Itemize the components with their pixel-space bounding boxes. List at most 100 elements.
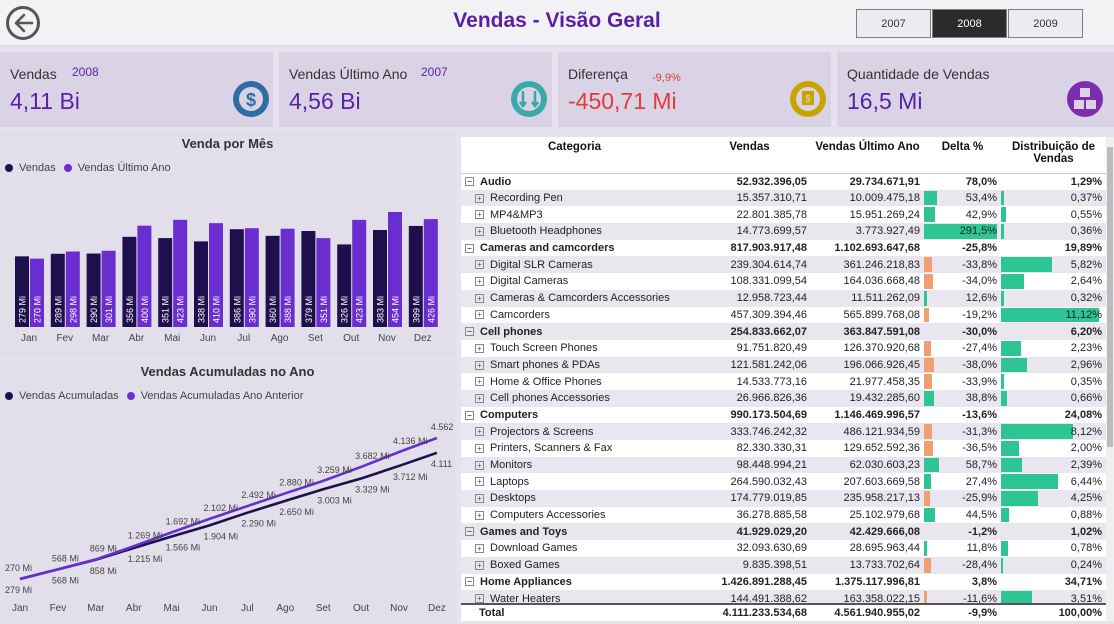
subcategory-row[interactable]: + Laptops 264.590.032,43 207.603.669,58 27,4… bbox=[461, 473, 1106, 490]
expand-icon[interactable]: + bbox=[475, 544, 484, 554]
cell-vendas-ultimo-ano: 126.370.920,68 bbox=[843, 342, 920, 355]
collapse-icon[interactable]: − bbox=[465, 527, 474, 537]
cell-vendas: 91.751.820,49 bbox=[736, 342, 807, 355]
expand-icon[interactable]: + bbox=[475, 210, 484, 220]
bar-data-label: 279 Mi bbox=[18, 296, 28, 323]
subcategory-row[interactable]: + Cameras & Camcorders Accessories 12.958.… bbox=[461, 289, 1106, 307]
distribution-value: 11,12% bbox=[1065, 308, 1103, 321]
column-header-vendas[interactable]: Vendas bbox=[688, 137, 811, 174]
expand-icon[interactable]: + bbox=[475, 193, 484, 203]
year-button-2007[interactable]: 2007 bbox=[856, 9, 931, 38]
bar-data-label: 390 Mi bbox=[247, 296, 257, 323]
cell-vendas: 12.958.723,44 bbox=[688, 289, 811, 307]
expand-icon[interactable]: + bbox=[475, 393, 484, 403]
subcategory-row[interactable]: + Boxed Games 9.835.398,51 13.733.702,64 -28… bbox=[461, 556, 1106, 574]
scrollbar-thumb[interactable] bbox=[1107, 147, 1113, 447]
subcategory-row[interactable]: + Desktops 174.779.019,85 235.958.217,13 -25… bbox=[461, 490, 1106, 507]
subcategory-row[interactable]: + Camcorders 457.309.394,46 565.899.768,08 -… bbox=[461, 307, 1106, 324]
category-row[interactable]: − Audio 52.932.396,05 29.734.671,91 78,0% 1,2… bbox=[461, 173, 1106, 190]
subcategory-row[interactable]: + Monitors 98.448.994,21 62.030.603,23 58,7%… bbox=[461, 456, 1106, 474]
cell-distribuicao: 1,02% bbox=[1001, 523, 1106, 541]
category-row[interactable]: − Cell phones 254.833.662,07 363.847.591,08… bbox=[461, 323, 1106, 340]
subcategory-row[interactable]: + Digital SLR Cameras 239.304.614,74 361.24… bbox=[461, 256, 1106, 274]
expand-icon[interactable]: + bbox=[475, 460, 484, 470]
card-year: 2008 bbox=[72, 65, 99, 79]
expand-icon[interactable]: + bbox=[475, 293, 484, 303]
category-label: Cameras & Camcorders Accessories bbox=[490, 292, 670, 305]
x-tick-label: Fev bbox=[50, 603, 67, 614]
category-row[interactable]: − Games and Toys 41.929.029,20 42.429.666,0… bbox=[461, 523, 1106, 541]
column-header-delta[interactable]: Delta % bbox=[924, 137, 1001, 174]
x-tick-label: Fev bbox=[56, 333, 73, 344]
cell-categoria: − Audio bbox=[461, 173, 688, 190]
delta-value: 58,7% bbox=[965, 459, 997, 472]
collapse-icon[interactable]: − bbox=[465, 327, 474, 337]
subcategory-row[interactable]: + Bluetooth Headphones 14.773.699,57 3.773.… bbox=[461, 223, 1106, 240]
svg-text:$: $ bbox=[805, 94, 811, 105]
expand-icon[interactable]: + bbox=[475, 510, 484, 520]
subcategory-row[interactable]: + Water Heaters 144.491.388,62 163.358.022,… bbox=[461, 590, 1106, 607]
expand-icon[interactable]: + bbox=[475, 377, 484, 387]
delta-bar bbox=[924, 224, 997, 239]
year-button-2009[interactable]: 2009 bbox=[1008, 9, 1083, 38]
delta-value: 53,4% bbox=[965, 192, 997, 205]
category-row[interactable]: − Computers 990.173.504,69 1.146.469.996,57… bbox=[461, 407, 1106, 424]
expand-icon[interactable]: + bbox=[475, 343, 484, 353]
bar-vendas bbox=[373, 229, 387, 327]
subcategory-row[interactable]: + Home & Office Phones 14.533.773,16 21.977… bbox=[461, 373, 1106, 390]
expand-icon[interactable]: + bbox=[475, 494, 484, 503]
point-data-label: 2.290 Mi bbox=[241, 519, 276, 529]
category-row[interactable]: − Home Appliances 1.426.891.288,45 1.375.11… bbox=[461, 574, 1106, 591]
category-row[interactable]: − Cameras and camcorders 817.903.917,48 1.1… bbox=[461, 240, 1106, 257]
year-button-2008[interactable]: 2008 bbox=[932, 9, 1007, 38]
expand-icon[interactable]: + bbox=[475, 427, 484, 437]
collapse-icon[interactable]: − bbox=[465, 410, 474, 420]
collapse-icon[interactable]: − bbox=[465, 243, 474, 253]
bar-data-label: 351 Mi bbox=[161, 296, 171, 323]
expand-icon[interactable]: + bbox=[475, 477, 484, 487]
collapse-icon[interactable]: − bbox=[465, 177, 474, 187]
expand-icon[interactable]: + bbox=[475, 277, 484, 287]
subcategory-row[interactable]: + Digital Cameras 108.331.099,54 164.036.66… bbox=[461, 273, 1106, 290]
distribution-value: 2,23% bbox=[1070, 342, 1102, 355]
bar-vendas bbox=[15, 256, 29, 327]
subcategory-row[interactable]: + Projectors & Screens 333.746.242,32 486.1… bbox=[461, 423, 1106, 440]
collapse-icon[interactable]: − bbox=[465, 577, 474, 587]
table-scrollbar[interactable] bbox=[1106, 137, 1114, 621]
column-header-distribuicao[interactable]: Distribuição de Vendas bbox=[1001, 137, 1106, 174]
bar-vendas-ultimo-ano bbox=[209, 223, 223, 327]
cell-vendas: 264.590.032,43 bbox=[730, 475, 807, 488]
cell-distribuicao: 1,29% bbox=[1001, 173, 1106, 190]
expand-icon[interactable]: + bbox=[475, 594, 484, 604]
column-header-categoria[interactable]: Categoria bbox=[461, 137, 688, 174]
delta-value: 42,9% bbox=[965, 208, 997, 221]
subcategory-row[interactable]: + Recording Pen 15.357.310,71 10.009.475,18… bbox=[461, 189, 1106, 207]
subcategory-row[interactable]: + Download Games 32.093.630,69 28.695.963,4… bbox=[461, 540, 1106, 557]
expand-icon[interactable]: + bbox=[475, 310, 484, 320]
column-header-vendas-ultimo-ano[interactable]: Vendas Último Ano bbox=[811, 137, 924, 174]
category-label: Games and Toys bbox=[480, 525, 568, 538]
back-button[interactable] bbox=[6, 6, 40, 40]
expand-icon[interactable]: + bbox=[475, 560, 484, 570]
cell-categoria: − Home Appliances bbox=[461, 574, 688, 591]
cell-delta: 58,7% bbox=[924, 456, 1001, 474]
x-tick-label: Ago bbox=[271, 333, 289, 344]
subcategory-row[interactable]: + Smart phones & PDAs 121.581.242,06 196.06… bbox=[461, 356, 1106, 374]
expand-icon[interactable]: + bbox=[475, 360, 484, 370]
expand-icon[interactable]: + bbox=[475, 260, 484, 270]
delta-value: -33,9% bbox=[962, 375, 997, 388]
expand-icon[interactable]: + bbox=[475, 227, 484, 236]
subcategory-row[interactable]: + Computers Accessories 36.278.885,58 25.10… bbox=[461, 507, 1106, 524]
subcategory-row[interactable]: + MP4&MP3 22.801.385,78 15.951.269,24 42,9% 0… bbox=[461, 206, 1106, 223]
subcategory-row[interactable]: + Printers, Scanners & Fax 82.330.330,31 12… bbox=[461, 440, 1106, 457]
expand-icon[interactable]: + bbox=[475, 443, 484, 453]
cell-vendas: 98.448.994,21 bbox=[688, 456, 811, 474]
delta-value: -11,6% bbox=[962, 592, 997, 605]
subcategory-row[interactable]: + Cell phones Accessories 26.966.826,36 19.… bbox=[461, 389, 1106, 407]
cumulative-sales-chart-panel: Vendas Acumuladas no Ano Vendas Acumulad… bbox=[0, 360, 455, 624]
delta-bar bbox=[924, 474, 931, 490]
bar-vendas bbox=[337, 244, 352, 327]
cell-vendas-ultimo-ano: 565.899.768,08 bbox=[843, 308, 920, 321]
subcategory-row[interactable]: + Touch Screen Phones 91.751.820,49 126.370… bbox=[461, 340, 1106, 357]
cell-delta: -30,0% bbox=[924, 323, 1001, 340]
